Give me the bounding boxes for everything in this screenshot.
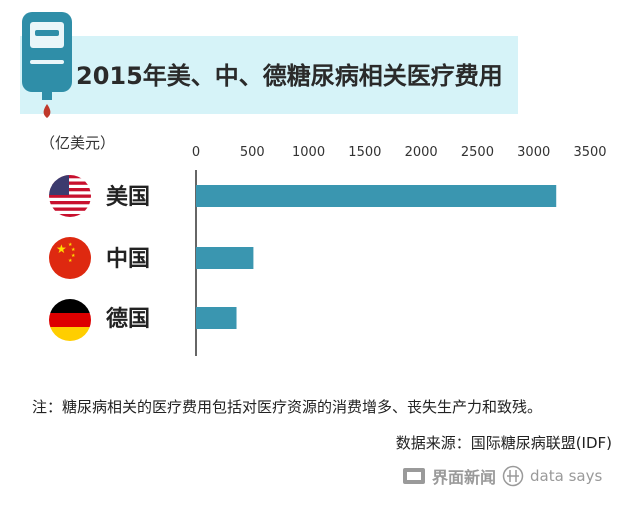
x-tick-label: 3000 — [517, 145, 550, 160]
svg-text:★: ★ — [71, 253, 76, 259]
x-tick-label: 1500 — [348, 145, 381, 160]
x-axis-ticks: 0 500 1000 1500 2000 2500 3000 3500 — [192, 145, 607, 160]
bars — [196, 185, 557, 329]
svg-text:★: ★ — [68, 242, 73, 248]
x-tick-label: 0 — [192, 145, 200, 160]
brand-footer: 界面新闻 data says — [402, 464, 602, 488]
cn-flag-icon: ★ ★ ★ ★ ★ — [49, 237, 91, 279]
de-flag-icon — [49, 299, 91, 341]
x-tick-label: 1000 — [292, 145, 325, 160]
source-note: 数据来源：国际糖尿病联盟(IDF) — [395, 434, 612, 452]
bar — [196, 185, 557, 207]
chart-title: 2015年美、中、德糖尿病相关医疗费用 — [76, 62, 503, 90]
x-tick-label: 3500 — [573, 145, 606, 160]
category-label: 德国 — [106, 306, 150, 332]
title-band — [20, 36, 518, 114]
bar — [196, 307, 237, 329]
x-tick-label: 2500 — [461, 145, 494, 160]
brand-logo-icon — [403, 468, 425, 484]
category-label: 美国 — [106, 184, 150, 210]
svg-text:★: ★ — [56, 242, 67, 256]
us-flag-icon — [49, 175, 91, 217]
brand-sub: data says — [530, 467, 603, 485]
x-tick-label: 2000 — [405, 145, 438, 160]
svg-text:★: ★ — [68, 258, 73, 264]
data-says-logo-icon — [502, 465, 524, 487]
category-label: 中国 — [106, 247, 150, 272]
x-tick-label: 500 — [240, 145, 265, 160]
brand-name: 界面新闻 — [432, 468, 497, 487]
unit-label: （亿美元） — [40, 134, 116, 152]
svg-text:★: ★ — [71, 247, 76, 253]
glucose-meter-icon — [22, 12, 72, 118]
bar — [196, 247, 254, 269]
footnote: 注：糖尿病相关的医疗费用包括对医疗资源的消费增多、丧失生产力和致残。 — [32, 398, 543, 416]
